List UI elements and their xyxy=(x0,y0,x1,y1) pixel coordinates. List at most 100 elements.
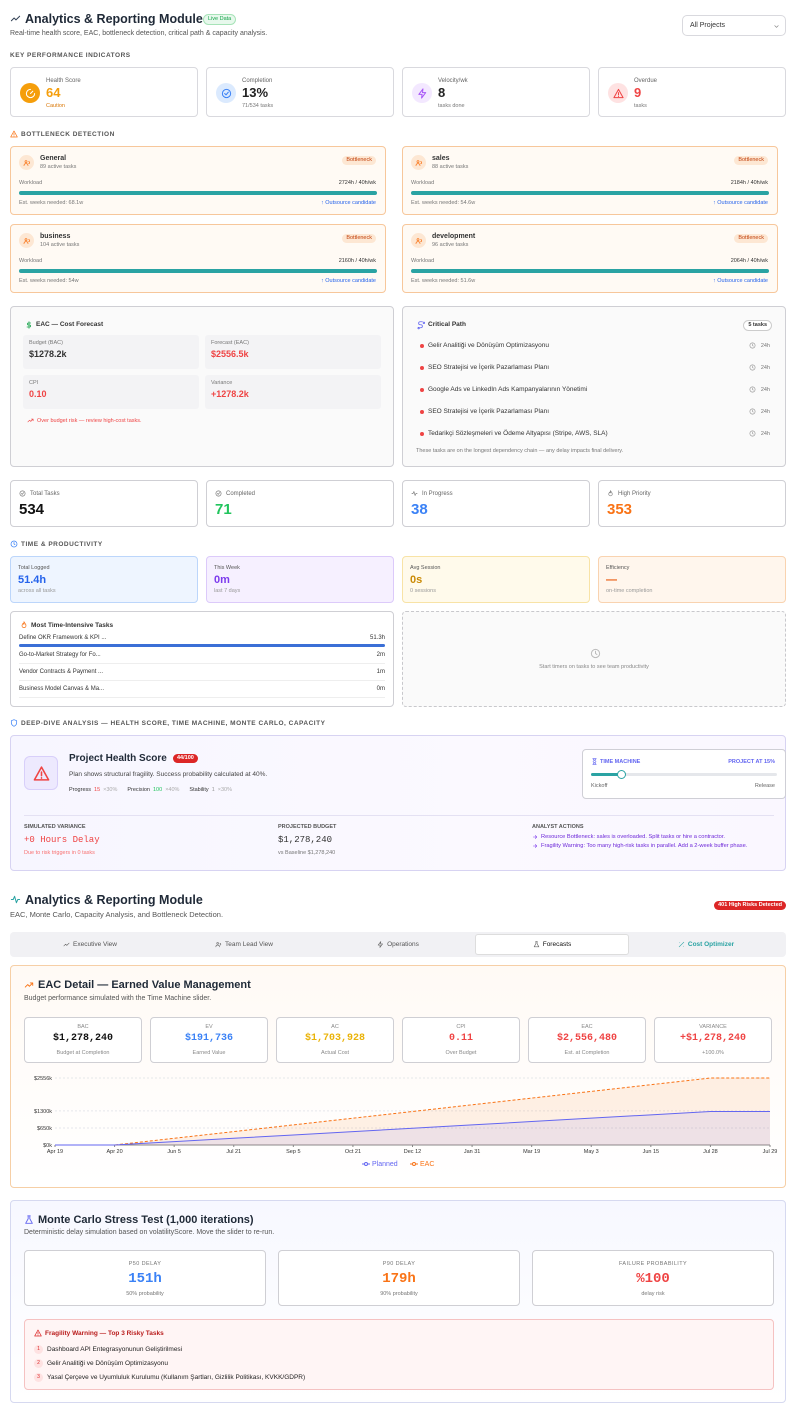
workload-label: Workload xyxy=(19,258,43,264)
bottleneck-badge: Bottleneck xyxy=(734,234,768,243)
time-machine-status: PROJECT AT 15% xyxy=(728,759,775,765)
tab-label: Forecasts xyxy=(542,940,572,948)
monte-carlo-panel: Monte Carlo Stress Test (1,000 iteration… xyxy=(10,1200,786,1403)
icon xyxy=(749,342,756,349)
icon-part xyxy=(63,942,70,947)
health-icon xyxy=(24,756,58,790)
top-tasks-panel: Most Time-Intensive Tasks Define OKR Fram… xyxy=(10,611,394,707)
stat-value: 38 xyxy=(411,501,428,518)
icon xyxy=(63,941,70,948)
time-label: This Week xyxy=(214,565,240,571)
y-tick-label: $0k xyxy=(43,1143,52,1149)
kpi-label: Overdue xyxy=(634,78,658,84)
project-select[interactable]: All Projects xyxy=(682,15,786,36)
icon-part xyxy=(25,88,35,98)
path-dot xyxy=(420,366,424,370)
icon-part xyxy=(23,237,30,244)
factor: Precision 100 ×40% xyxy=(127,787,179,794)
icon-part xyxy=(749,364,756,371)
icon-part xyxy=(749,386,756,393)
section-icon xyxy=(10,130,18,138)
time-value: — xyxy=(606,574,617,586)
time-sub: across all tasks xyxy=(18,588,56,594)
team-tasks: 88 active tasks xyxy=(432,164,469,170)
kpi-label: Completion xyxy=(242,78,273,84)
icon-part xyxy=(608,490,613,497)
panel-subtitle: Deterministic delay simulation based on … xyxy=(24,1229,275,1236)
path-hours: 24h xyxy=(760,387,770,393)
evm-value: $191,736 xyxy=(184,1033,233,1044)
icon-part xyxy=(533,941,539,948)
path-dot xyxy=(420,432,424,436)
tab[interactable]: Forecasts xyxy=(475,934,629,955)
timeline-knob[interactable] xyxy=(617,770,626,779)
icon xyxy=(24,1215,34,1225)
icon-part xyxy=(10,15,21,22)
timeline-track[interactable] xyxy=(591,770,777,779)
time-machine: TIME MACHINE PROJECT AT 15% Kickoff Release xyxy=(582,749,786,799)
icon-part xyxy=(27,418,34,423)
health-text: Plan shows structural fragility. Success… xyxy=(69,771,268,778)
task-name: Define OKR Framework & KPI ... xyxy=(19,635,107,641)
kpi-sub: tasks xyxy=(634,103,647,109)
time-bar xyxy=(19,644,385,647)
icon xyxy=(215,490,222,497)
legend-marker xyxy=(412,1162,416,1166)
tab[interactable]: Executive View xyxy=(13,934,167,955)
stat-card: High Priority 353 xyxy=(598,480,786,527)
delay-value: 179h xyxy=(382,1271,416,1287)
kpi-sub: tasks done xyxy=(438,103,465,109)
kpi-label: Velocity/wk xyxy=(438,78,468,84)
evm-card: CPI 0.11 Over Budget xyxy=(402,1017,520,1063)
kpi-card: Health Score 64 Caution xyxy=(10,67,198,117)
evm-label: BAC xyxy=(77,1024,89,1030)
icon-part xyxy=(10,719,18,727)
outsource-note: ↑ Outsource candidate xyxy=(320,200,376,206)
legend-label: EAC xyxy=(420,1161,434,1168)
critical-path-panel: Critical Path 5 tasks Gelir Analitiği ve D… xyxy=(402,306,786,467)
icon-part xyxy=(10,15,21,22)
section-heading: DEEP-DIVE ANALYSIS — HEALTH SCORE, TIME … xyxy=(21,720,326,727)
chevron xyxy=(773,23,780,30)
icon-part xyxy=(749,430,756,437)
budget-note: Over budget risk — review high-cost task… xyxy=(37,418,142,424)
x-tick-label: Apr 19 xyxy=(47,1149,63,1155)
metric-value: $2556.5k xyxy=(211,349,249,359)
metric-value: +1278.2k xyxy=(211,389,249,399)
factor-label: Precision xyxy=(127,787,150,793)
icon-part xyxy=(24,982,34,988)
section-heading: KEY PERFORMANCE INDICATORS xyxy=(10,52,131,59)
factor-weight: ×40% xyxy=(165,787,180,793)
icon xyxy=(19,155,34,170)
evm-sub: Est. at Completion xyxy=(564,1050,610,1056)
panel-title: EAC — Cost Forecast xyxy=(36,321,104,328)
risk-rank: 3 xyxy=(34,1373,43,1382)
metric-value: $1278.2k xyxy=(29,349,67,359)
path-note: These tasks are on the longest dependenc… xyxy=(416,448,624,454)
tab[interactable]: Operations xyxy=(321,934,475,955)
x-tick-label: Sep 5 xyxy=(286,1149,300,1155)
delay-label: P50 DELAY xyxy=(128,1261,162,1267)
icon-part xyxy=(608,490,613,497)
icon-part xyxy=(678,941,685,948)
delay-value: 151h xyxy=(128,1271,162,1287)
kpi-value: 8 xyxy=(438,85,446,100)
factor-label: Stability xyxy=(189,787,209,793)
evm-sub: Over Budget xyxy=(445,1050,477,1056)
workload-value: 2064h / 40h/wk xyxy=(730,258,768,264)
tab[interactable]: Team Lead View xyxy=(167,934,321,955)
path-hours: 24h xyxy=(760,343,770,349)
divider xyxy=(24,815,774,816)
evm-value: +$1,278,240 xyxy=(679,1033,746,1044)
path-task: Gelir Analitiği ve Dönüşüm Optimizasyonu xyxy=(428,342,550,349)
forecast-metric: Budget (BAC) $1278.2k xyxy=(23,335,199,369)
icon xyxy=(411,233,426,248)
budget-label: PROJECTED BUDGET xyxy=(278,824,337,830)
tab[interactable]: Cost Optimizer xyxy=(629,934,783,955)
bottleneck-badge: Bottleneck xyxy=(342,234,376,243)
outsource-note: ↑ Outsource candidate xyxy=(320,278,376,284)
bottleneck-card: sales 88 active tasks Bottleneck Workload 21… xyxy=(402,146,778,215)
icon-part xyxy=(221,88,231,98)
icon-part xyxy=(678,941,685,948)
time-label: Total Logged xyxy=(18,565,50,571)
